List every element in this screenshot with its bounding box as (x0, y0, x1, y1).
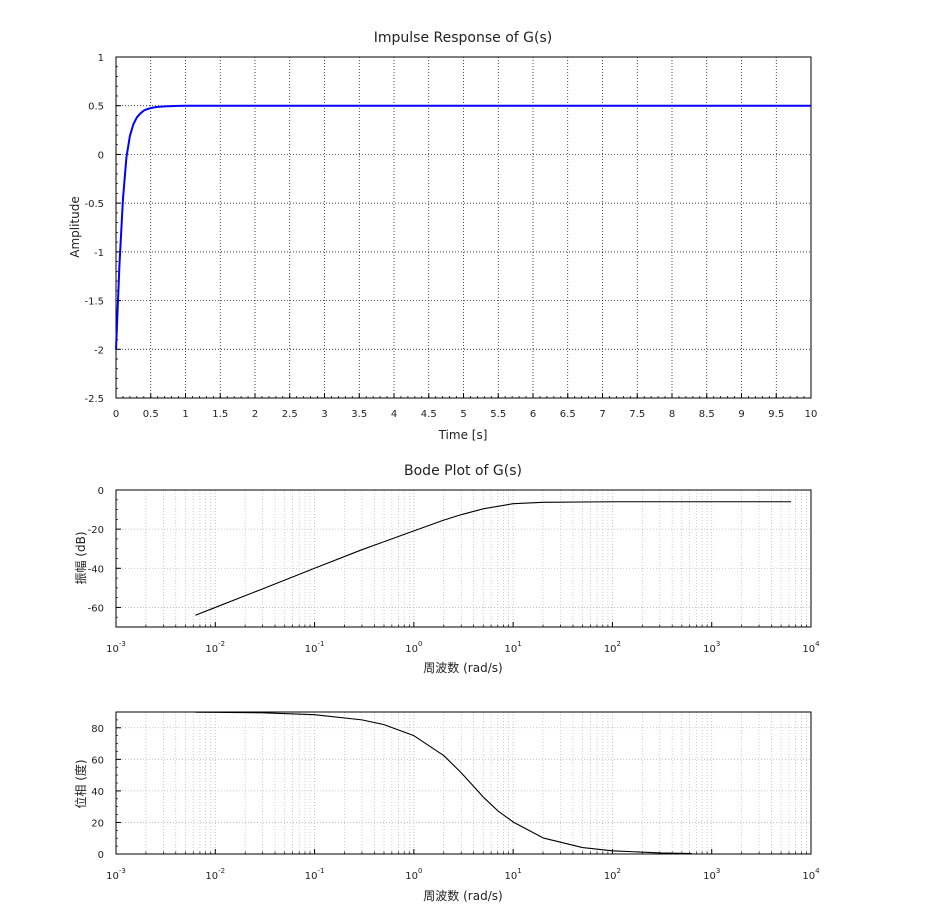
phase-x-tick-label: 10-2 (205, 867, 225, 882)
phase-xlabel: 周波数 (rad/s) (423, 888, 502, 903)
magnitude-ylabel: 振幅 (dB) (73, 531, 88, 584)
impulse-response-curve (115, 104, 811, 350)
impulse-x-tick-label: 8 (669, 409, 675, 420)
magnitude-x-tick-label: 104 (802, 640, 820, 655)
magnitude-curve (195, 501, 792, 616)
magnitude-x-tick-label: 103 (703, 640, 720, 655)
impulse-y-tick-label: -1.5 (84, 297, 104, 308)
phase-plot-frame (115, 711, 812, 855)
bode-title: Bode Plot of G(s) (404, 463, 522, 479)
magnitude-x-tick-label: 100 (405, 640, 422, 655)
impulse-y-tick-label: 0 (98, 150, 104, 161)
impulse-x-tick-label: 0.5 (143, 409, 159, 420)
impulse-x-tick-label: 6 (530, 409, 536, 420)
magnitude-x-tick-label: 10-2 (205, 640, 225, 655)
impulse-y-tick-label: 1 (98, 53, 104, 64)
phase-x-tick-label: 104 (802, 867, 820, 882)
impulse-x-tick-label: 8.5 (699, 409, 715, 420)
phase-ylabel: 位相 (度) (73, 759, 88, 808)
impulse-y-tick-label: -2 (94, 345, 104, 356)
phase-x-tick-label: 101 (505, 867, 522, 882)
phase-y-tick-label: 60 (91, 755, 104, 766)
impulse-x-tick-label: 1.5 (212, 409, 228, 420)
bode-phase-axes: 周波数 (rad/s) 位相 (度) 10-3 10-2 10-1 100 101 102… (73, 711, 820, 903)
impulse-x-tick-label: 2 (252, 409, 258, 420)
impulse-x-tick-label: 7.5 (629, 409, 645, 420)
impulse-x-tick-label: 9 (738, 409, 744, 420)
impulse-y-tick-label: 0.5 (88, 102, 104, 113)
impulse-y-tick-label: -0.5 (84, 199, 104, 210)
impulse-x-tick-label: 1 (182, 409, 188, 420)
phase-x-tick-label: 10-3 (106, 867, 126, 882)
impulse-x-tick-label: 6.5 (560, 409, 576, 420)
impulse-x-tick-label: 7 (599, 409, 605, 420)
magnitude-x-tick-label: 101 (505, 640, 522, 655)
impulse-y-tick-label: -2.5 (84, 394, 104, 405)
impulse-x-tick-label: 10 (805, 409, 818, 420)
impulse-x-tick-label: 0 (113, 409, 119, 420)
magnitude-y-tick-label: 0 (98, 486, 104, 497)
phase-curve (195, 711, 692, 855)
magnitude-x-tick-label: 102 (604, 640, 621, 655)
impulse-x-tick-label: 5.5 (490, 409, 506, 420)
magnitude-x-tick-label: 10-1 (305, 640, 325, 655)
phase-x-tick-label: 103 (703, 867, 720, 882)
phase-x-tick-label: 100 (405, 867, 422, 882)
impulse-x-tick-label: 3.5 (351, 409, 367, 420)
impulse-x-tick-label: 4.5 (421, 409, 437, 420)
magnitude-xlabel: 周波数 (rad/s) (423, 660, 502, 675)
impulse-response-axes: Impulse Response of G(s) Time [s] Amplit… (68, 30, 817, 442)
phase-x-tick-label: 10-1 (305, 867, 325, 882)
phase-y-tick-label: 20 (91, 818, 104, 829)
magnitude-y-tick-label: -60 (88, 603, 104, 614)
phase-y-tick-label: 80 (91, 724, 104, 735)
phase-x-tick-label: 102 (604, 867, 621, 882)
impulse-plot-frame (115, 56, 812, 399)
impulse-x-tick-label: 3 (321, 409, 327, 420)
impulse-x-tick-label: 5 (460, 409, 466, 420)
magnitude-x-tick-label: 10-3 (106, 640, 126, 655)
impulse-xlabel: Time [s] (438, 428, 488, 442)
impulse-x-tick-label: 2.5 (282, 409, 298, 420)
magnitude-y-tick-label: -20 (88, 525, 104, 536)
impulse-title: Impulse Response of G(s) (374, 30, 552, 46)
impulse-x-tick-label: 4 (391, 409, 397, 420)
magnitude-plot-frame (115, 489, 812, 628)
magnitude-y-tick-label: -40 (88, 564, 104, 575)
impulse-x-tick-label: 9.5 (768, 409, 784, 420)
impulse-y-tick-label: -1 (94, 248, 104, 259)
phase-y-tick-label: 40 (91, 787, 104, 798)
phase-y-tick-label: 0 (98, 850, 104, 861)
bode-magnitude-axes: Bode Plot of G(s) 周波数 (rad/s) 振幅 (dB) 10… (73, 463, 820, 675)
impulse-ylabel: Amplitude (68, 196, 82, 258)
